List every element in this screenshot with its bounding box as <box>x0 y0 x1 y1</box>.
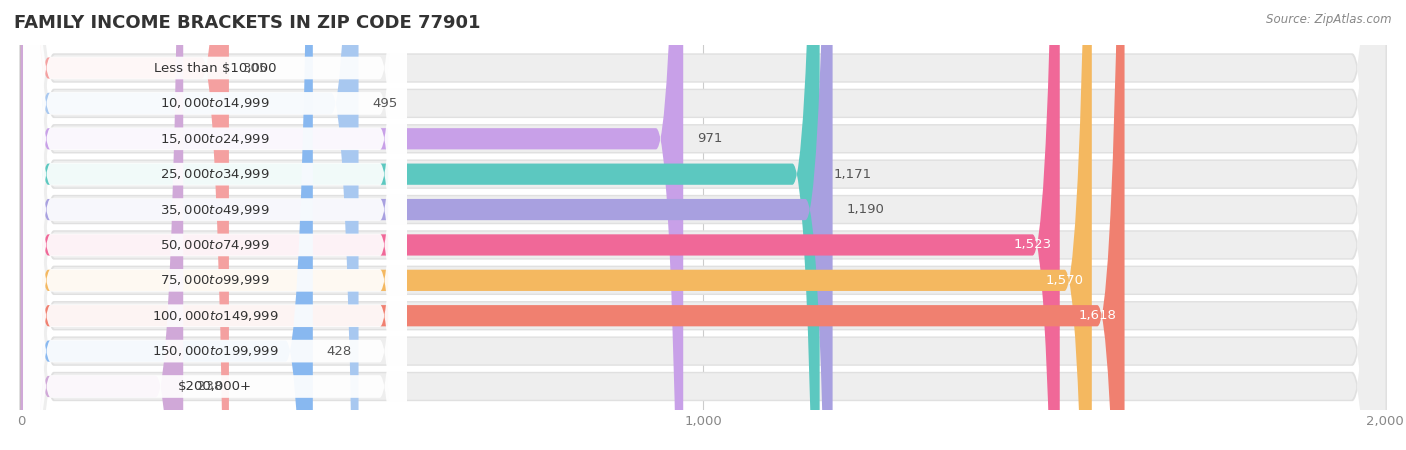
FancyBboxPatch shape <box>24 0 406 450</box>
FancyBboxPatch shape <box>24 0 406 450</box>
Text: 971: 971 <box>697 132 723 145</box>
FancyBboxPatch shape <box>20 0 1386 450</box>
Text: Less than $10,000: Less than $10,000 <box>155 62 277 75</box>
Text: 1,171: 1,171 <box>834 168 872 180</box>
FancyBboxPatch shape <box>21 0 683 450</box>
Text: 238: 238 <box>197 380 222 393</box>
FancyBboxPatch shape <box>24 0 406 450</box>
FancyBboxPatch shape <box>21 0 1385 450</box>
FancyBboxPatch shape <box>21 0 1385 450</box>
FancyBboxPatch shape <box>21 0 1385 450</box>
Text: $75,000 to $99,999: $75,000 to $99,999 <box>160 273 270 288</box>
FancyBboxPatch shape <box>21 0 832 450</box>
FancyBboxPatch shape <box>21 0 1060 450</box>
FancyBboxPatch shape <box>24 0 406 450</box>
Text: 305: 305 <box>243 62 269 75</box>
FancyBboxPatch shape <box>24 0 406 450</box>
Text: $25,000 to $34,999: $25,000 to $34,999 <box>160 167 270 181</box>
Text: $50,000 to $74,999: $50,000 to $74,999 <box>160 238 270 252</box>
Text: $150,000 to $199,999: $150,000 to $199,999 <box>152 344 278 358</box>
FancyBboxPatch shape <box>24 0 406 450</box>
FancyBboxPatch shape <box>21 0 312 450</box>
Text: 1,618: 1,618 <box>1078 309 1116 322</box>
Text: Source: ZipAtlas.com: Source: ZipAtlas.com <box>1267 14 1392 27</box>
FancyBboxPatch shape <box>20 0 1386 450</box>
Text: 495: 495 <box>373 97 398 110</box>
FancyBboxPatch shape <box>20 0 1386 450</box>
FancyBboxPatch shape <box>20 0 1386 450</box>
Text: 428: 428 <box>326 345 352 358</box>
FancyBboxPatch shape <box>24 0 406 450</box>
FancyBboxPatch shape <box>21 0 1385 450</box>
FancyBboxPatch shape <box>21 0 183 450</box>
Text: FAMILY INCOME BRACKETS IN ZIP CODE 77901: FAMILY INCOME BRACKETS IN ZIP CODE 77901 <box>14 14 481 32</box>
FancyBboxPatch shape <box>21 0 1385 450</box>
FancyBboxPatch shape <box>21 0 1125 450</box>
FancyBboxPatch shape <box>24 0 406 450</box>
Text: $15,000 to $24,999: $15,000 to $24,999 <box>160 132 270 146</box>
Text: $200,000+: $200,000+ <box>179 380 252 393</box>
FancyBboxPatch shape <box>21 0 1385 450</box>
FancyBboxPatch shape <box>21 0 229 450</box>
FancyBboxPatch shape <box>20 0 1386 450</box>
FancyBboxPatch shape <box>24 0 406 450</box>
FancyBboxPatch shape <box>20 0 1386 450</box>
FancyBboxPatch shape <box>21 0 1385 450</box>
FancyBboxPatch shape <box>21 0 1385 450</box>
FancyBboxPatch shape <box>20 0 1386 450</box>
FancyBboxPatch shape <box>20 0 1386 450</box>
Text: 1,190: 1,190 <box>846 203 884 216</box>
Text: $10,000 to $14,999: $10,000 to $14,999 <box>160 96 270 110</box>
Text: 1,570: 1,570 <box>1046 274 1084 287</box>
FancyBboxPatch shape <box>21 0 1092 450</box>
FancyBboxPatch shape <box>21 0 359 450</box>
FancyBboxPatch shape <box>21 0 820 450</box>
FancyBboxPatch shape <box>24 0 406 450</box>
FancyBboxPatch shape <box>20 0 1386 450</box>
FancyBboxPatch shape <box>20 0 1386 450</box>
Text: 1,523: 1,523 <box>1014 238 1052 252</box>
Text: $100,000 to $149,999: $100,000 to $149,999 <box>152 309 278 323</box>
Text: $35,000 to $49,999: $35,000 to $49,999 <box>160 202 270 216</box>
FancyBboxPatch shape <box>21 0 1385 450</box>
FancyBboxPatch shape <box>21 0 1385 450</box>
